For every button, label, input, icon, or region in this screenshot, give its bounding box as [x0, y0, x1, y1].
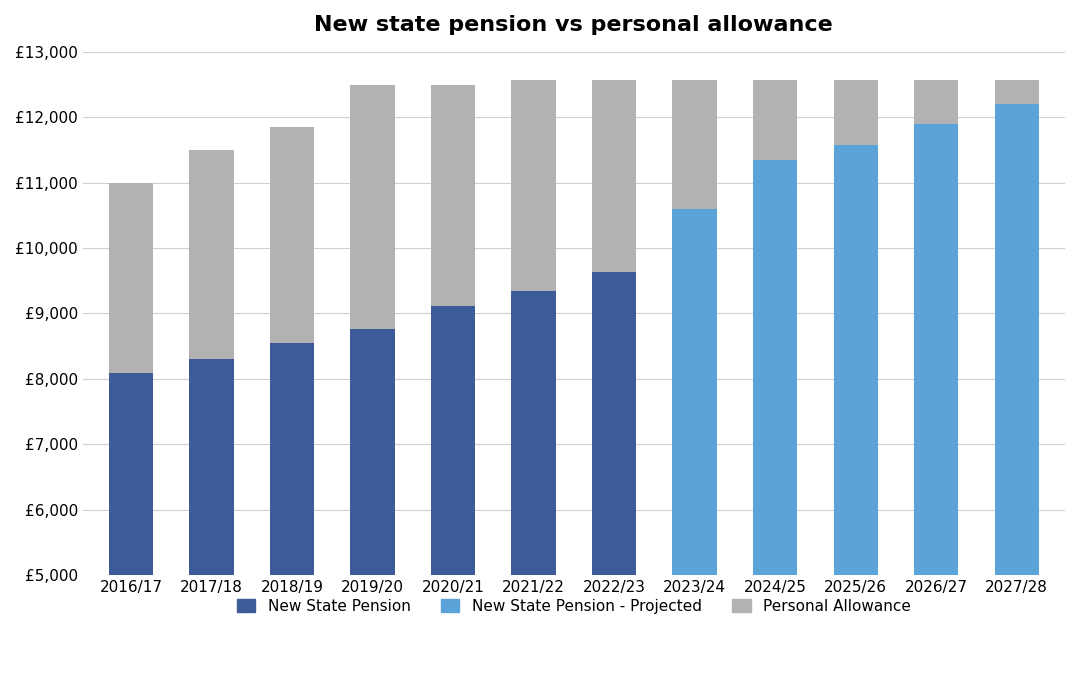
- Bar: [512, 291, 556, 675]
- Bar: [109, 373, 153, 675]
- Bar: [431, 84, 475, 306]
- Bar: [512, 80, 556, 291]
- Bar: [834, 144, 878, 675]
- Bar: [592, 273, 636, 675]
- Title: New state pension vs personal allowance: New state pension vs personal allowance: [314, 15, 834, 35]
- Bar: [270, 343, 314, 675]
- Bar: [431, 306, 475, 675]
- Bar: [753, 160, 797, 675]
- Bar: [189, 360, 233, 675]
- Bar: [914, 80, 958, 124]
- Bar: [270, 127, 314, 343]
- Bar: [673, 80, 717, 209]
- Bar: [109, 183, 153, 373]
- Bar: [592, 80, 636, 273]
- Bar: [995, 104, 1039, 675]
- Bar: [673, 209, 717, 675]
- Bar: [753, 80, 797, 160]
- Bar: [995, 80, 1039, 104]
- Bar: [350, 329, 394, 675]
- Bar: [189, 150, 233, 360]
- Legend: New State Pension, New State Pension - Projected, Personal Allowance: New State Pension, New State Pension - P…: [231, 593, 917, 620]
- Bar: [914, 124, 958, 675]
- Bar: [834, 80, 878, 144]
- Bar: [350, 84, 394, 329]
